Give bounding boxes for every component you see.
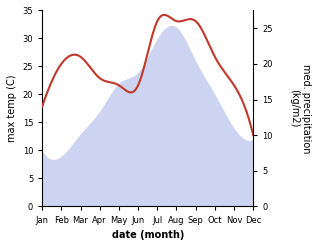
Y-axis label: max temp (C): max temp (C) bbox=[7, 75, 17, 142]
Y-axis label: med. precipitation
(kg/m2): med. precipitation (kg/m2) bbox=[289, 64, 311, 153]
X-axis label: date (month): date (month) bbox=[112, 230, 184, 240]
